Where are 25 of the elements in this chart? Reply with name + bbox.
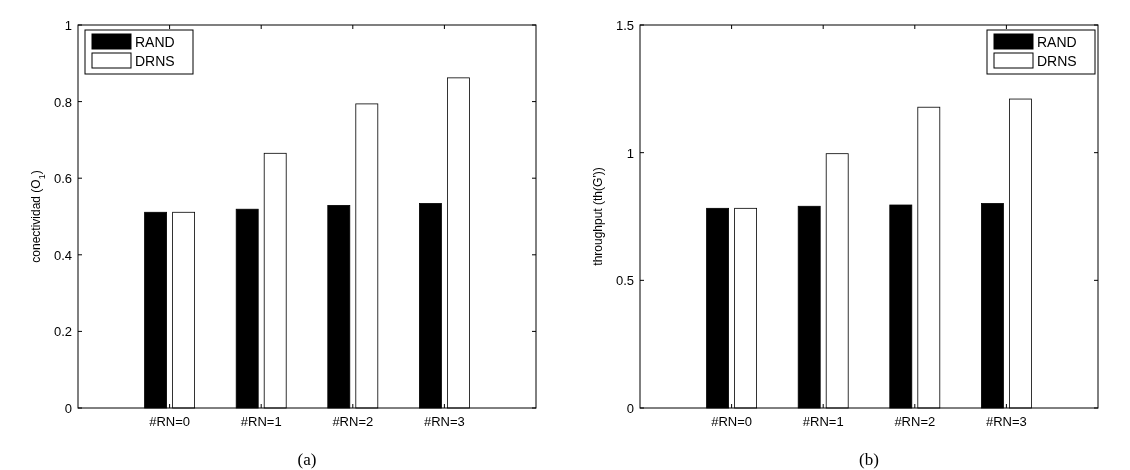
x-tick-label: #RN=2 xyxy=(332,414,374,429)
y-tick-label: 0 xyxy=(64,401,72,416)
y-tick-label: 0.8 xyxy=(53,94,72,110)
legend-label: RAND xyxy=(1037,34,1077,50)
y-tick-label: 0.5 xyxy=(615,273,634,289)
y-tick-label: 0.2 xyxy=(53,324,72,340)
x-tick-label: #RN=3 xyxy=(423,414,465,429)
y-tick-label: 1 xyxy=(626,145,634,161)
legend-label: RAND xyxy=(135,34,175,50)
y-axis-title: throughput (th(G')) xyxy=(591,167,605,266)
text: (a) xyxy=(297,450,317,469)
y-tick-label: 1.5 xyxy=(615,18,634,33)
x-tick-label: #RN=0 xyxy=(711,414,753,429)
y-tick-label: 0 xyxy=(626,401,634,416)
legend-label: DRNS xyxy=(135,53,175,69)
y-tick-label: 0.4 xyxy=(53,247,72,263)
x-tick-label: #RN=0 xyxy=(149,414,191,429)
y-tick-label: 1 xyxy=(64,18,72,33)
x-tick-label: #RN=3 xyxy=(985,414,1027,429)
text: (b) xyxy=(859,450,879,469)
legend-label: DRNS xyxy=(1037,53,1077,69)
x-tick-label: #RN=1 xyxy=(240,414,282,429)
x-tick-label: #RN=1 xyxy=(802,414,844,429)
x-tick-label: #RN=2 xyxy=(894,414,936,429)
y-tick-label: 0.6 xyxy=(53,171,72,187)
